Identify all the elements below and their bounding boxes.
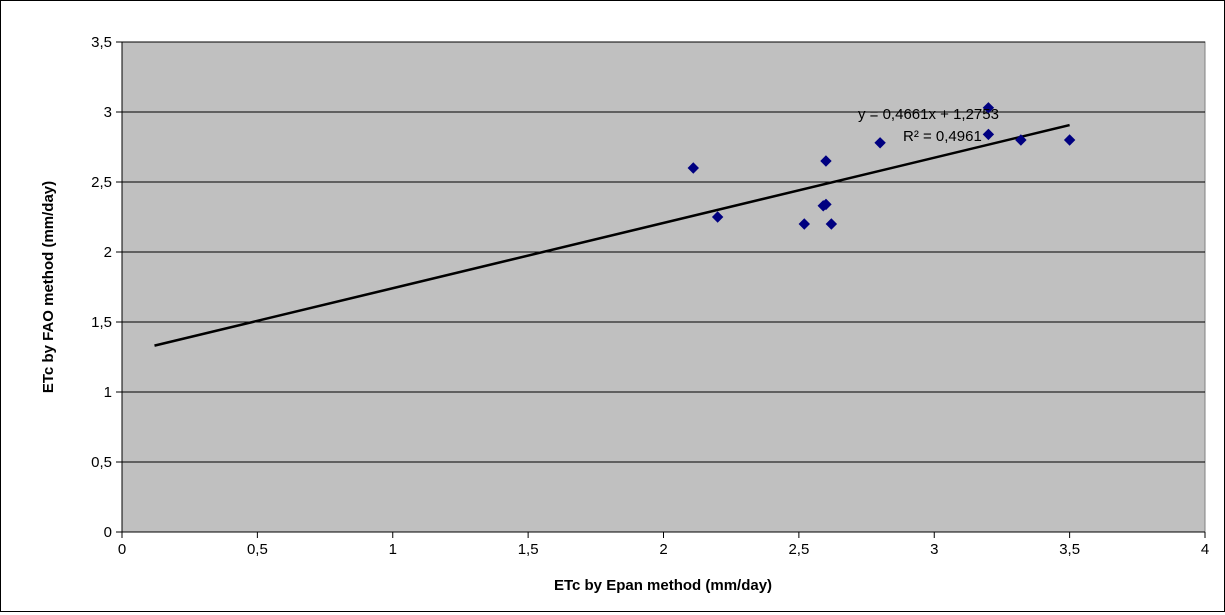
x-tick-label: 2 bbox=[659, 541, 667, 558]
y-tick-label: 0,5 bbox=[91, 454, 112, 471]
y-tick-label: 2 bbox=[104, 244, 112, 261]
data-point bbox=[982, 102, 995, 114]
tick-labels: 0 0,5 1 1,5 2 2,5 3 3,5 0 0,5 1 1,5 2 2,5 3 3,5 4 bbox=[91, 34, 1209, 558]
y-tick-label: 3 bbox=[104, 104, 112, 121]
y-tick-label: 1 bbox=[104, 384, 112, 401]
data-point bbox=[825, 218, 838, 230]
data-point bbox=[820, 155, 832, 167]
data-point bbox=[982, 128, 995, 141]
data-point bbox=[798, 218, 810, 230]
y-tick-label: 3,5 bbox=[91, 34, 112, 51]
trendline-group bbox=[154, 123, 1070, 347]
x-tick-label: 3,5 bbox=[1059, 541, 1080, 558]
x-tick-label: 4 bbox=[1201, 541, 1209, 558]
data-points bbox=[687, 102, 1076, 230]
x-tick-label: 2,5 bbox=[788, 541, 809, 558]
x-tick-label: 0,5 bbox=[247, 541, 268, 558]
plot-area bbox=[121, 41, 1206, 533]
y-tick-label: 2,5 bbox=[91, 174, 112, 191]
trendline-equation: y = 0,4661x + 1,2753 bbox=[858, 106, 999, 123]
x-tick-label: 3 bbox=[930, 541, 938, 558]
data-point bbox=[687, 162, 699, 174]
y-tick-label: 0 bbox=[104, 524, 112, 541]
data-point bbox=[874, 137, 886, 149]
x-tick-label: 1 bbox=[389, 541, 397, 558]
axes bbox=[116, 41, 1206, 538]
x-tick-label: 1,5 bbox=[518, 541, 539, 558]
trendline bbox=[154, 123, 1070, 347]
data-point bbox=[1015, 134, 1027, 146]
data-point bbox=[1063, 134, 1076, 146]
gridlines bbox=[122, 41, 1205, 463]
y-axis-title: ETc by FAO method (mm/day) bbox=[40, 181, 57, 393]
x-tick-label: 0 bbox=[118, 541, 126, 558]
trendline-r-squared: R² = 0,4961 bbox=[903, 128, 982, 145]
x-axis-title: ETc by Epan method (mm/day) bbox=[554, 577, 772, 594]
y-tick-label: 1,5 bbox=[91, 314, 112, 331]
data-point bbox=[820, 198, 832, 211]
data-point bbox=[711, 211, 724, 223]
